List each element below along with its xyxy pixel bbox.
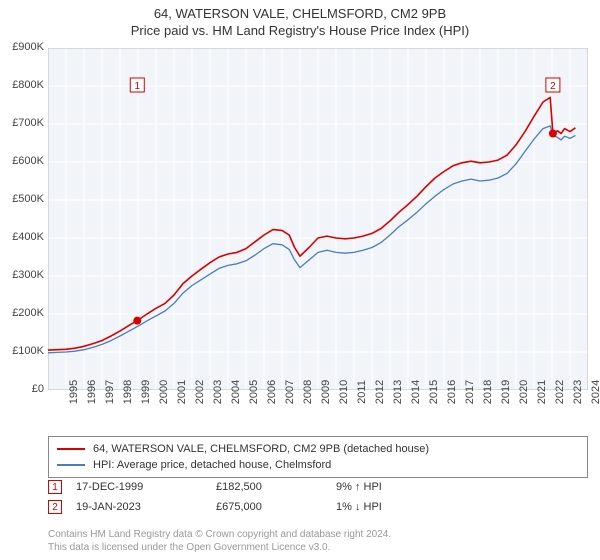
svg-text:2: 2	[550, 81, 556, 92]
transaction-row: 1 17-DEC-1999 £182,500 9% ↑ HPI	[48, 478, 588, 496]
y-tick-label: £800K	[0, 79, 44, 91]
legend-swatch	[57, 448, 85, 450]
x-tick-label: 2025	[588, 380, 600, 404]
transaction-row: 2 19-JAN-2023 £675,000 1% ↓ HPI	[48, 498, 588, 516]
y-tick-label: £700K	[0, 117, 44, 129]
y-tick-label: £300K	[0, 269, 44, 281]
transaction-date: 17-DEC-1999	[76, 481, 216, 493]
legend-item: 64, WATERSON VALE, CHELMSFORD, CM2 9PB (…	[57, 441, 579, 457]
y-tick-label: £100K	[0, 345, 44, 357]
legend-item: HPI: Average price, detached house, Chel…	[57, 457, 579, 473]
y-tick-label: £0	[0, 383, 44, 395]
svg-text:1: 1	[134, 81, 140, 92]
footer-line: This data is licensed under the Open Gov…	[48, 541, 588, 554]
y-tick-label: £500K	[0, 193, 44, 205]
attribution-footer: Contains HM Land Registry data © Crown c…	[48, 528, 588, 554]
legend-label: HPI: Average price, detached house, Chel…	[93, 459, 331, 471]
x-axis-labels: 1995199619971998199920002001200220032004…	[48, 392, 588, 432]
transaction-delta: 1% ↓ HPI	[336, 501, 456, 513]
transaction-marker-icon: 1	[48, 480, 62, 494]
legend-label: 64, WATERSON VALE, CHELMSFORD, CM2 9PB (…	[93, 443, 429, 455]
chart-header: 64, WATERSON VALE, CHELMSFORD, CM2 9PB P…	[0, 0, 600, 38]
y-tick-label: £600K	[0, 155, 44, 167]
transaction-price: £182,500	[216, 481, 336, 493]
price-chart: 12	[48, 48, 588, 390]
y-tick-label: £400K	[0, 231, 44, 243]
transaction-price: £675,000	[216, 501, 336, 513]
legend-swatch	[57, 464, 85, 466]
transaction-date: 19-JAN-2023	[76, 501, 216, 513]
chart-title: 64, WATERSON VALE, CHELMSFORD, CM2 9PB	[0, 6, 600, 21]
legend: 64, WATERSON VALE, CHELMSFORD, CM2 9PB (…	[48, 436, 588, 478]
footer-line: Contains HM Land Registry data © Crown c…	[48, 528, 588, 541]
transaction-delta: 9% ↑ HPI	[336, 481, 456, 493]
y-tick-label: £200K	[0, 307, 44, 319]
y-tick-label: £900K	[0, 41, 44, 53]
transaction-marker-icon: 2	[48, 500, 62, 514]
chart-subtitle: Price paid vs. HM Land Registry's House …	[0, 23, 600, 38]
